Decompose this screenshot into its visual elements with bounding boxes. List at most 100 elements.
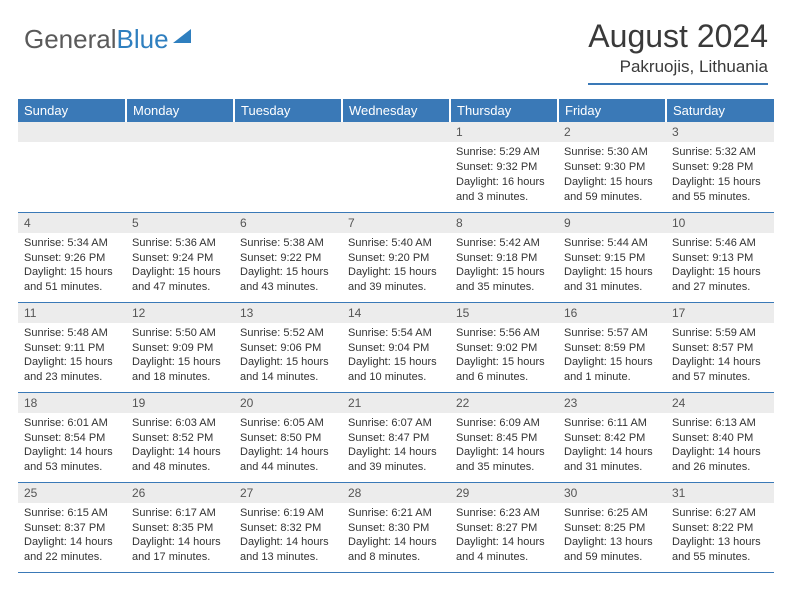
daylight-line: Daylight: 14 hours and 13 minutes. [240, 535, 336, 565]
day-number: 2 [558, 122, 666, 142]
calendar-cell: 5Sunrise: 5:36 AMSunset: 9:24 PMDaylight… [126, 212, 234, 302]
day-body: Sunrise: 5:29 AMSunset: 9:32 PMDaylight:… [450, 142, 558, 208]
daylight-line: Daylight: 15 hours and 47 minutes. [132, 265, 228, 295]
sunrise-line: Sunrise: 6:19 AM [240, 506, 336, 521]
logo-text-gray: General [24, 24, 117, 54]
day-number: 30 [558, 483, 666, 503]
calendar-cell: 25Sunrise: 6:15 AMSunset: 8:37 PMDayligh… [18, 482, 126, 572]
sunrise-line: Sunrise: 6:27 AM [672, 506, 768, 521]
daylight-line: Daylight: 15 hours and 23 minutes. [24, 355, 120, 385]
sunset-line: Sunset: 8:52 PM [132, 431, 228, 446]
day-number: 27 [234, 483, 342, 503]
daylight-line: Daylight: 14 hours and 8 minutes. [348, 535, 444, 565]
day-number [234, 122, 342, 142]
sunset-line: Sunset: 9:18 PM [456, 251, 552, 266]
sunrise-line: Sunrise: 5:56 AM [456, 326, 552, 341]
calendar-cell: 28Sunrise: 6:21 AMSunset: 8:30 PMDayligh… [342, 482, 450, 572]
sunset-line: Sunset: 8:59 PM [564, 341, 660, 356]
calendar-cell: 20Sunrise: 6:05 AMSunset: 8:50 PMDayligh… [234, 392, 342, 482]
day-body: Sunrise: 6:15 AMSunset: 8:37 PMDaylight:… [18, 503, 126, 569]
calendar-cell: 7Sunrise: 5:40 AMSunset: 9:20 PMDaylight… [342, 212, 450, 302]
day-body: Sunrise: 5:38 AMSunset: 9:22 PMDaylight:… [234, 233, 342, 299]
logo-text-blue: Blue [117, 24, 169, 54]
calendar-cell: 1Sunrise: 5:29 AMSunset: 9:32 PMDaylight… [450, 122, 558, 212]
day-number: 14 [342, 303, 450, 323]
calendar-cell: 26Sunrise: 6:17 AMSunset: 8:35 PMDayligh… [126, 482, 234, 572]
sunrise-line: Sunrise: 5:50 AM [132, 326, 228, 341]
day-body: Sunrise: 5:34 AMSunset: 9:26 PMDaylight:… [18, 233, 126, 299]
sunset-line: Sunset: 8:30 PM [348, 521, 444, 536]
sunset-line: Sunset: 9:24 PM [132, 251, 228, 266]
sunrise-line: Sunrise: 5:57 AM [564, 326, 660, 341]
day-body: Sunrise: 5:42 AMSunset: 9:18 PMDaylight:… [450, 233, 558, 299]
sunset-line: Sunset: 9:22 PM [240, 251, 336, 266]
calendar-cell: 13Sunrise: 5:52 AMSunset: 9:06 PMDayligh… [234, 302, 342, 392]
day-body: Sunrise: 6:11 AMSunset: 8:42 PMDaylight:… [558, 413, 666, 479]
day-number: 17 [666, 303, 774, 323]
day-body: Sunrise: 5:54 AMSunset: 9:04 PMDaylight:… [342, 323, 450, 389]
calendar-week-row: 1Sunrise: 5:29 AMSunset: 9:32 PMDaylight… [18, 122, 774, 212]
daylight-line: Daylight: 14 hours and 4 minutes. [456, 535, 552, 565]
day-header-row: SundayMondayTuesdayWednesdayThursdayFrid… [18, 99, 774, 122]
sunrise-line: Sunrise: 5:54 AM [348, 326, 444, 341]
day-number [342, 122, 450, 142]
sunrise-line: Sunrise: 5:48 AM [24, 326, 120, 341]
day-number: 6 [234, 213, 342, 233]
day-number: 22 [450, 393, 558, 413]
calendar-cell: 24Sunrise: 6:13 AMSunset: 8:40 PMDayligh… [666, 392, 774, 482]
calendar-cell: 4Sunrise: 5:34 AMSunset: 9:26 PMDaylight… [18, 212, 126, 302]
location-label: Pakruojis, Lithuania [588, 57, 768, 85]
calendar-cell: 18Sunrise: 6:01 AMSunset: 8:54 PMDayligh… [18, 392, 126, 482]
day-body: Sunrise: 5:57 AMSunset: 8:59 PMDaylight:… [558, 323, 666, 389]
calendar-cell: 23Sunrise: 6:11 AMSunset: 8:42 PMDayligh… [558, 392, 666, 482]
daylight-line: Daylight: 15 hours and 27 minutes. [672, 265, 768, 295]
sunset-line: Sunset: 8:40 PM [672, 431, 768, 446]
sunrise-line: Sunrise: 5:34 AM [24, 236, 120, 251]
day-body: Sunrise: 5:50 AMSunset: 9:09 PMDaylight:… [126, 323, 234, 389]
daylight-line: Daylight: 15 hours and 59 minutes. [564, 175, 660, 205]
logo: GeneralBlue [24, 24, 191, 55]
day-body: Sunrise: 6:13 AMSunset: 8:40 PMDaylight:… [666, 413, 774, 479]
logo-text: GeneralBlue [24, 24, 169, 55]
day-body: Sunrise: 6:09 AMSunset: 8:45 PMDaylight:… [450, 413, 558, 479]
day-header: Saturday [666, 99, 774, 122]
sunset-line: Sunset: 8:35 PM [132, 521, 228, 536]
day-body: Sunrise: 5:36 AMSunset: 9:24 PMDaylight:… [126, 233, 234, 299]
sunset-line: Sunset: 8:50 PM [240, 431, 336, 446]
calendar-cell: 19Sunrise: 6:03 AMSunset: 8:52 PMDayligh… [126, 392, 234, 482]
calendar-week-row: 18Sunrise: 6:01 AMSunset: 8:54 PMDayligh… [18, 392, 774, 482]
day-number: 25 [18, 483, 126, 503]
sunset-line: Sunset: 9:15 PM [564, 251, 660, 266]
sunset-line: Sunset: 8:54 PM [24, 431, 120, 446]
day-number: 16 [558, 303, 666, 323]
calendar-cell [234, 122, 342, 212]
day-body: Sunrise: 6:01 AMSunset: 8:54 PMDaylight:… [18, 413, 126, 479]
day-body: Sunrise: 6:21 AMSunset: 8:30 PMDaylight:… [342, 503, 450, 569]
calendar-cell: 8Sunrise: 5:42 AMSunset: 9:18 PMDaylight… [450, 212, 558, 302]
calendar-cell: 30Sunrise: 6:25 AMSunset: 8:25 PMDayligh… [558, 482, 666, 572]
daylight-line: Daylight: 15 hours and 18 minutes. [132, 355, 228, 385]
sunrise-line: Sunrise: 6:11 AM [564, 416, 660, 431]
sunset-line: Sunset: 9:06 PM [240, 341, 336, 356]
calendar-cell: 14Sunrise: 5:54 AMSunset: 9:04 PMDayligh… [342, 302, 450, 392]
sunrise-line: Sunrise: 5:52 AM [240, 326, 336, 341]
sunrise-line: Sunrise: 6:05 AM [240, 416, 336, 431]
day-body: Sunrise: 5:44 AMSunset: 9:15 PMDaylight:… [558, 233, 666, 299]
day-body: Sunrise: 5:52 AMSunset: 9:06 PMDaylight:… [234, 323, 342, 389]
calendar-body: 1Sunrise: 5:29 AMSunset: 9:32 PMDaylight… [18, 122, 774, 572]
day-number [18, 122, 126, 142]
sunset-line: Sunset: 8:42 PM [564, 431, 660, 446]
day-number: 5 [126, 213, 234, 233]
calendar-table: SundayMondayTuesdayWednesdayThursdayFrid… [18, 99, 774, 573]
sunset-line: Sunset: 9:13 PM [672, 251, 768, 266]
day-body: Sunrise: 6:19 AMSunset: 8:32 PMDaylight:… [234, 503, 342, 569]
sunrise-line: Sunrise: 6:03 AM [132, 416, 228, 431]
calendar-cell: 9Sunrise: 5:44 AMSunset: 9:15 PMDaylight… [558, 212, 666, 302]
sunset-line: Sunset: 8:37 PM [24, 521, 120, 536]
day-header: Wednesday [342, 99, 450, 122]
day-header: Tuesday [234, 99, 342, 122]
sunrise-line: Sunrise: 6:13 AM [672, 416, 768, 431]
day-body: Sunrise: 6:05 AMSunset: 8:50 PMDaylight:… [234, 413, 342, 479]
day-number: 11 [18, 303, 126, 323]
calendar-cell [126, 122, 234, 212]
